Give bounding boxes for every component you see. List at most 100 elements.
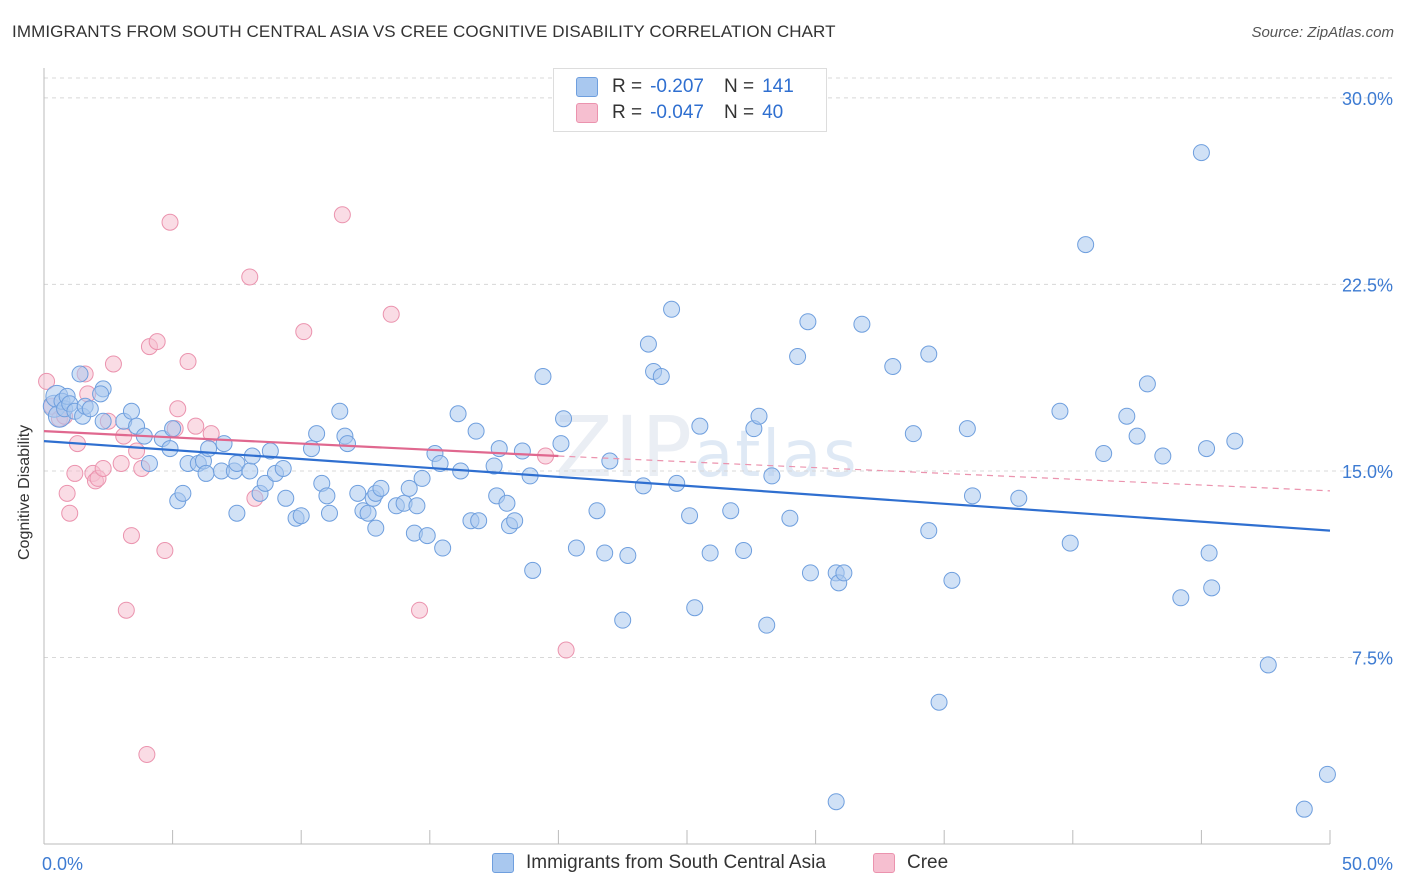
- cree-trend-extension: [558, 455, 1331, 492]
- immigrants-point: [1095, 445, 1113, 463]
- immigrants-point: [292, 507, 310, 525]
- immigrants-point: [884, 357, 902, 375]
- immigrants-point: [930, 693, 948, 711]
- immigrants-point: [318, 487, 336, 505]
- immigrants-point: [413, 469, 431, 487]
- cree-point: [148, 333, 166, 351]
- immigrants-point: [943, 571, 961, 589]
- immigrants-point: [434, 539, 452, 557]
- blue-swatch-icon: [492, 853, 514, 873]
- immigrants-point: [513, 442, 531, 460]
- immigrants-point: [1061, 534, 1079, 552]
- immigrants-point: [904, 425, 922, 443]
- source-label: Source: ZipAtlas.com: [1251, 24, 1394, 41]
- cree-point: [112, 454, 130, 472]
- immigrants-point: [789, 348, 807, 366]
- cree-point: [122, 527, 140, 545]
- cree-point: [411, 601, 429, 619]
- immigrants-point: [140, 454, 158, 472]
- cree-point: [61, 504, 79, 522]
- immigrants-point: [1138, 375, 1156, 393]
- cree-point: [382, 305, 400, 323]
- immigrants-point: [506, 512, 524, 530]
- x-tick-label-right: 50.0%: [1342, 854, 1393, 874]
- immigrants-point: [1198, 440, 1216, 458]
- immigrants-point: [164, 420, 182, 438]
- cree-point: [104, 355, 122, 373]
- immigrants-point: [256, 474, 274, 492]
- immigrants-point: [614, 611, 632, 629]
- cree-point: [138, 745, 156, 763]
- immigrants-point: [1203, 579, 1221, 597]
- immigrants-point: [668, 474, 686, 492]
- immigrants-point: [349, 484, 367, 502]
- immigrants-point: [758, 616, 776, 634]
- immigrants-point: [241, 462, 259, 480]
- immigrants-point: [920, 345, 938, 363]
- cree-point: [557, 641, 575, 659]
- immigrants-point: [228, 504, 246, 522]
- legend-row-cree: R = -0.047 N = 40: [576, 102, 783, 124]
- tick-labels: 7.5% 15.0% 22.5% 30.0% 0.0% 50.0%: [42, 89, 1393, 874]
- immigrants-point: [963, 487, 981, 505]
- n-value: 40: [762, 102, 784, 123]
- immigrants-point: [799, 313, 817, 331]
- immigrants-point: [308, 425, 326, 443]
- r-value: -0.207: [650, 76, 704, 97]
- y-tick-label: 7.5%: [1352, 648, 1393, 668]
- x-tick-label-left: 0.0%: [42, 854, 83, 874]
- immigrants-point: [1192, 144, 1210, 162]
- pink-swatch-icon: [873, 853, 895, 873]
- immigrants-point: [691, 417, 709, 435]
- immigrants-point: [552, 435, 570, 453]
- cree-point: [94, 459, 112, 477]
- immigrants-point: [197, 464, 215, 482]
- immigrants-point: [663, 300, 681, 318]
- immigrants-point: [320, 504, 338, 522]
- n-value: 141: [762, 76, 794, 97]
- cree-points: [38, 206, 575, 763]
- immigrants-point: [498, 494, 516, 512]
- immigrants-point: [277, 489, 295, 507]
- axes: [43, 68, 1331, 845]
- immigrants-point: [1154, 447, 1172, 465]
- immigrants-point: [781, 509, 799, 527]
- immigrants-point: [853, 315, 871, 333]
- cree-point: [161, 213, 179, 231]
- r-value: -0.047: [650, 102, 704, 123]
- y-tick-label: 15.0%: [1342, 462, 1393, 482]
- cree-point: [128, 442, 146, 460]
- immigrants-point: [1226, 432, 1244, 450]
- immigrants-point: [601, 452, 619, 470]
- n-label: N =: [723, 76, 755, 97]
- immigrants-point: [652, 367, 670, 385]
- immigrants-point: [418, 527, 436, 545]
- immigrants-point: [750, 407, 768, 425]
- immigrants-point: [81, 400, 99, 418]
- immigrants-point: [835, 564, 853, 582]
- immigrants-point: [920, 522, 938, 540]
- y-tick-label: 22.5%: [1342, 275, 1393, 295]
- cree-point: [295, 323, 313, 341]
- chart-title: IMMIGRANTS FROM SOUTH CENTRAL ASIA VS CR…: [12, 22, 836, 41]
- immigrants-point: [359, 504, 377, 522]
- immigrants-trend-line: [43, 440, 1331, 532]
- immigrants-point: [588, 502, 606, 520]
- immigrants-point: [639, 335, 657, 353]
- immigrants-point: [1010, 489, 1028, 507]
- n-label: N =: [723, 102, 755, 123]
- immigrants-point: [722, 502, 740, 520]
- immigrants-point: [1200, 544, 1218, 562]
- immigrants-point: [1077, 236, 1095, 254]
- immigrants-point: [681, 507, 699, 525]
- legend-label: Cree: [907, 852, 949, 873]
- immigrants-point: [1051, 402, 1069, 420]
- legend-row-immigrants: R = -0.207 N = 141: [576, 76, 794, 98]
- immigrants-points: [42, 104, 1336, 818]
- immigrants-point: [596, 544, 614, 562]
- r-label: R =: [612, 102, 643, 123]
- immigrants-point: [449, 405, 467, 423]
- cree-point: [156, 542, 174, 560]
- cree-point: [187, 417, 205, 435]
- immigrants-point: [338, 435, 356, 453]
